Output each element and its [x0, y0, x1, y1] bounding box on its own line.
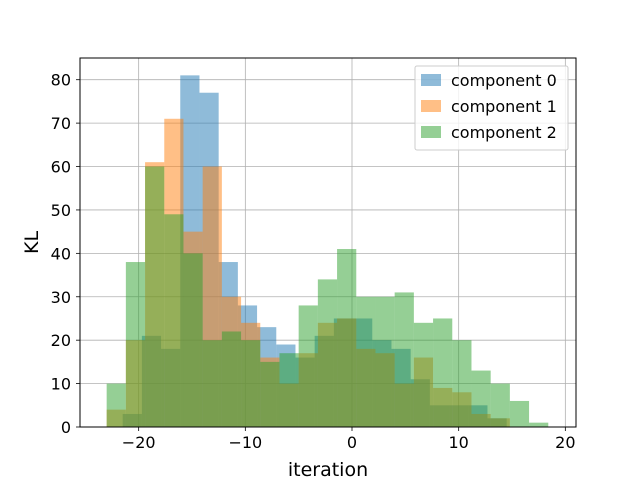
x-tick-label-2: 0 [347, 433, 357, 452]
legend-swatch-2 [421, 126, 441, 138]
bars [106, 75, 549, 428]
series-2-bar-21 [509, 400, 530, 427]
y-tick-label-0: 0 [61, 418, 71, 437]
series-2-bar-13 [356, 296, 376, 427]
series-2-bar-0 [106, 383, 126, 427]
y-tick-label-5: 50 [51, 201, 71, 220]
series-2-bar-11 [317, 279, 338, 427]
x-tick-label-0: −20 [122, 433, 156, 452]
x-tick-label-1: −10 [228, 433, 262, 452]
series-2-bar-17 [433, 318, 453, 427]
series-2-bar-19 [471, 370, 491, 427]
series-2-bar-5 [202, 340, 222, 427]
series-2-bar-18 [452, 340, 472, 427]
series-2-bar-16 [413, 322, 434, 427]
series-2-bar-6 [221, 331, 242, 427]
series-2-bar-2 [145, 166, 165, 427]
series-2-bar-14 [375, 296, 395, 427]
x-axis-label: iteration [288, 459, 368, 480]
y-tick-label-1: 10 [51, 375, 71, 394]
series-2-bar-12 [337, 249, 357, 427]
y-tick-label-7: 70 [51, 114, 71, 133]
series-2-bar-1 [125, 262, 146, 427]
legend-box [414, 65, 569, 151]
legend-label-1: component 1 [451, 97, 557, 116]
y-tick-label-8: 80 [51, 71, 71, 90]
y-tick-label-2: 20 [51, 331, 71, 350]
series-2-bar-4 [183, 253, 203, 427]
series-2-bar-9 [279, 353, 299, 427]
legend-swatch-0 [421, 74, 441, 86]
series-2-bar-15 [394, 292, 414, 427]
legend: component 0 component 1 component 2 [414, 65, 569, 151]
legend-entries: component 0 component 1 component 2 [421, 71, 557, 142]
x-tick-label-3: 10 [448, 433, 468, 452]
series-2-bar-7 [241, 340, 261, 427]
legend-label-0: component 0 [451, 71, 557, 90]
series-2-bar-22 [529, 422, 549, 427]
plot-frame [79, 57, 577, 428]
series-2-bars [106, 166, 549, 427]
tick-labels: −20 −10 0 10 20 0 10 20 30 40 50 60 70 80 [51, 71, 576, 452]
y-axis-label: KL [21, 231, 43, 254]
series-2-bar-20 [490, 383, 510, 427]
ticks [76, 79, 566, 431]
x-tick-label-4: 20 [555, 433, 575, 452]
y-tick-label-6: 60 [51, 158, 71, 177]
series-2-bar-10 [298, 305, 318, 427]
legend-swatch-1 [421, 100, 441, 112]
series-2-bar-8 [260, 361, 280, 427]
series-2-bar-3 [164, 214, 184, 427]
legend-label-2: component 2 [451, 123, 557, 142]
y-tick-label-3: 30 [51, 288, 71, 307]
y-tick-label-4: 40 [51, 244, 71, 263]
